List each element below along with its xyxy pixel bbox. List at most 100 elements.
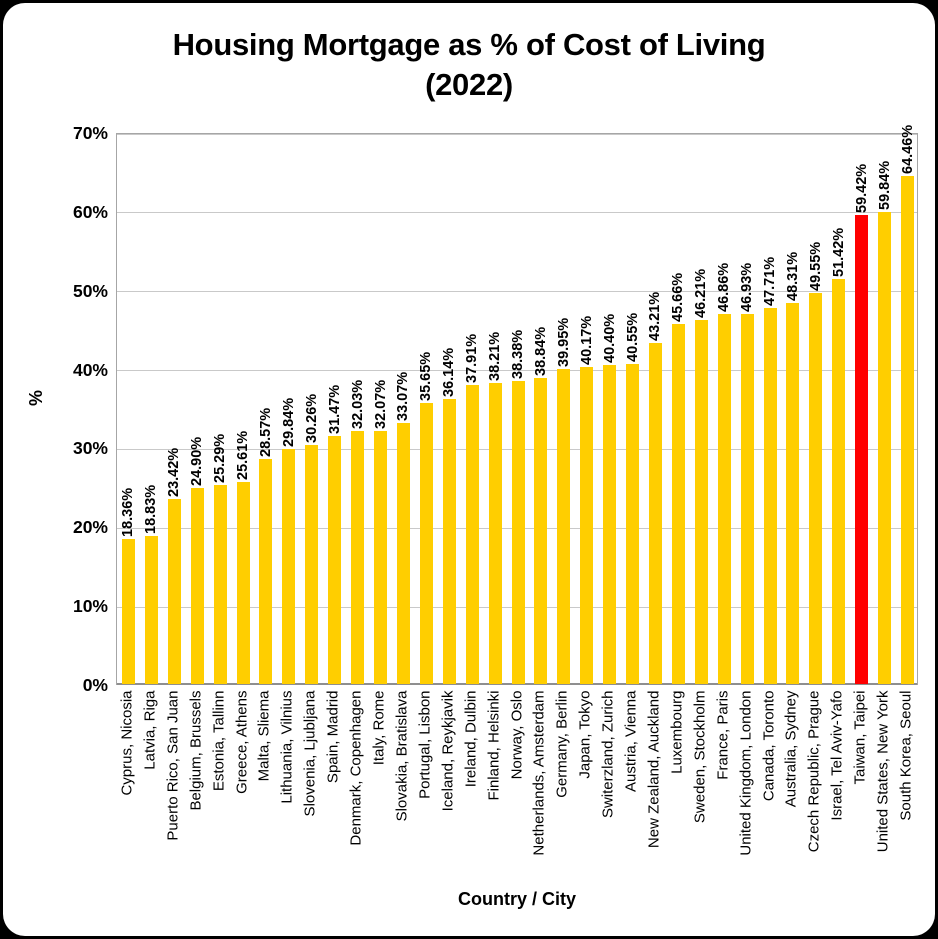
y-tick-label-0%: 0% <box>82 675 108 695</box>
bar <box>626 364 640 684</box>
bar-value-label: 32.03% <box>349 380 366 430</box>
bar-value-label: 38.84% <box>532 326 549 376</box>
x-category-label: Latvia, Riga <box>141 690 159 770</box>
bar <box>511 381 525 684</box>
y-tick-label-30%: 30% <box>72 438 108 459</box>
x-category-label: Switerzland, Zurich <box>599 690 617 818</box>
x-category-label: New Zealand, Auckland <box>645 690 663 848</box>
x-category-label: South Korea, Seoul <box>897 690 915 821</box>
gridline-40% <box>117 370 917 372</box>
bar-highlighted <box>855 215 869 684</box>
bar <box>282 448 296 684</box>
bar-value-label: 47.71% <box>762 256 779 306</box>
x-category-label: Spain, Madrid <box>324 690 342 783</box>
x-category-label: Finland, Helsinki <box>485 690 503 801</box>
bar-value-label: 46.21% <box>693 268 710 318</box>
bar-value-label: 32.07% <box>372 379 389 430</box>
y-axis-tick-labels: 0% 10% 20% 30% 40% 50% 60% 70% <box>3 123 108 695</box>
bar <box>213 484 227 684</box>
x-category-label: Japan, Tokyo <box>576 690 594 779</box>
x-category-label: Norway, Oslo <box>508 690 525 779</box>
x-category-label: Cyprus, Nicosia <box>118 690 136 796</box>
x-category-label: Germany, Berlin <box>553 690 571 798</box>
bar <box>809 293 823 684</box>
chart-title-line-1: Housing Mortgage as % of Cost of Living <box>172 27 766 62</box>
y-tick-label-20%: 20% <box>72 517 108 538</box>
x-category-label: Portugal, Lisbon <box>416 690 434 799</box>
bar <box>488 382 502 684</box>
x-category-label: Ireland, Dulbin <box>462 690 480 787</box>
bar-value-label: 49.55% <box>807 242 824 292</box>
x-category-label: Slovenia, Ljubljana <box>301 690 319 816</box>
y-tick-label-10%: 10% <box>72 596 108 617</box>
bar <box>671 323 685 684</box>
bar-value-label: 23.42% <box>166 448 183 498</box>
bar-value-label: 24.90% <box>189 436 206 486</box>
bar-value-label: 46.93% <box>739 262 756 312</box>
bar <box>236 482 250 684</box>
bar-value-label: 36.14% <box>441 347 458 397</box>
bar <box>144 535 158 684</box>
x-category-label: Luxembourg <box>668 690 686 774</box>
bar <box>259 458 273 684</box>
chart-title-line-2: (2022) <box>425 67 513 102</box>
bar <box>786 303 800 684</box>
gridline-50% <box>117 291 917 293</box>
bar-value-label: 46.86% <box>716 263 733 313</box>
bar <box>419 402 433 684</box>
bar <box>121 539 135 684</box>
gridline-70% <box>117 133 917 135</box>
bar <box>763 307 777 684</box>
plot-area: 18.36% 18.83% 23.42% 24.90% 25.29% 25.61% 28.5… <box>116 125 918 685</box>
x-category-label: Australia, Sydney <box>782 690 800 807</box>
x-category-label: Iceland, Reykjavik <box>439 690 457 811</box>
x-category-label: Sweden, Stockholm <box>691 690 709 823</box>
x-category-label: Estonia, Tallinn <box>210 690 228 791</box>
x-category-label: Belgium, Brussels <box>187 690 205 811</box>
bar <box>374 431 387 684</box>
bar-value-label: 29.84% <box>280 397 297 447</box>
bar <box>901 175 915 684</box>
y-tick-label-50%: 50% <box>72 280 108 301</box>
bar <box>694 319 708 684</box>
bar-value-label: 38.21% <box>487 331 504 381</box>
x-axis-line <box>117 683 917 685</box>
x-category-label: Greece, Athens <box>233 690 251 794</box>
bar <box>648 343 662 684</box>
x-category-label: Austria, Vienna <box>622 690 640 792</box>
x-category-label: Netherlands, Amsterdam <box>530 690 548 856</box>
bar-value-label: 43.21% <box>647 292 664 342</box>
chart-title: Housing Mortgage as % of Cost of Living … <box>3 25 935 105</box>
bar <box>878 212 892 684</box>
bar-value-label: 59.42% <box>853 164 870 214</box>
bar-value-label: 25.61% <box>235 430 252 481</box>
x-category-label: Israel, Tel Aviv-Yafo <box>828 690 846 821</box>
bar-value-label: 38.38% <box>510 330 526 380</box>
bar <box>305 445 319 684</box>
x-category-label: Lithuania, Vilnius <box>278 690 296 804</box>
bar-value-label: 59.84% <box>876 160 893 211</box>
x-category-label: Denmark, Copenhagen <box>347 690 365 846</box>
chart-frame: Housing Mortgage as % of Cost of Living … <box>3 3 935 936</box>
bar <box>603 365 617 684</box>
bar <box>717 314 731 684</box>
bar-value-label: 18.83% <box>143 484 160 534</box>
bar-value-label: 37.91% <box>464 333 481 384</box>
x-category-label: Puerto Rico, San Juan <box>164 690 182 841</box>
bar <box>328 435 342 684</box>
bar <box>534 377 548 684</box>
x-category-label: United States, New York <box>874 690 892 852</box>
bar-value-label: 33.07% <box>395 372 412 422</box>
bar-value-label: 39.95% <box>555 317 572 367</box>
x-category-label: Czech Republic, Prague <box>805 690 823 852</box>
x-category-label: Taiwan, Taipei <box>851 690 869 784</box>
bar <box>740 313 754 684</box>
bar-value-label: 28.57% <box>257 407 274 457</box>
bar-value-label: 25.29% <box>212 433 229 483</box>
bar <box>580 367 594 684</box>
x-category-label: Italy, Rome <box>370 690 388 765</box>
y-tick-label-70%: 70% <box>72 123 108 143</box>
bar <box>351 431 365 684</box>
bar <box>396 423 410 684</box>
